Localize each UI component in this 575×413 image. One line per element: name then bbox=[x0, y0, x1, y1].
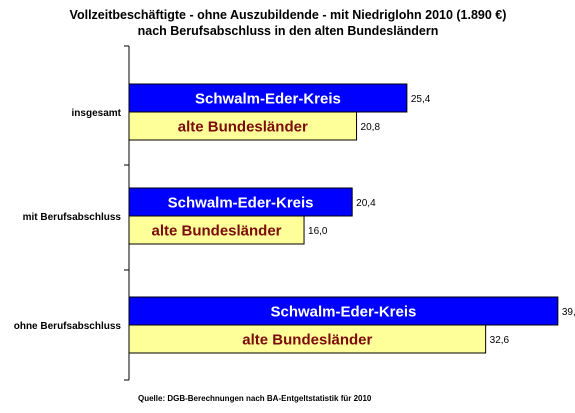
bar-series-label-0-2: Schwalm-Eder-Kreis bbox=[270, 304, 416, 321]
bar-series-label-1-2: alte Bundesländer bbox=[242, 332, 372, 349]
data-label-1-1: 16,0 bbox=[308, 226, 328, 237]
bar-series-label-0-1: Schwalm-Eder-Kreis bbox=[168, 195, 314, 212]
bar-schwalm-eder-kreis-1 bbox=[128, 187, 353, 217]
category-label-1: mit Berufsabschluss bbox=[23, 212, 122, 223]
bar-schwalm-eder-kreis-0 bbox=[128, 83, 408, 113]
data-label-0-2: 39,2 bbox=[562, 307, 575, 318]
data-label-1-0: 20,8 bbox=[361, 122, 381, 133]
chart-title-line-2: nach Berufsabschluss in den alten Bundes… bbox=[138, 24, 439, 38]
bar-schwalm-eder-kreis-2 bbox=[128, 296, 559, 326]
data-label-1-2: 32,6 bbox=[490, 335, 510, 346]
category-label-2: ohne Berufsabschluss bbox=[14, 321, 122, 332]
bar-alte-bundeslaender-2 bbox=[128, 324, 487, 354]
plot-area: insgesamt Schwalm-Eder-Kreis 25,4 alte Bund… bbox=[14, 45, 575, 381]
bar-alte-bundeslaender-0 bbox=[128, 111, 358, 141]
source-note: Quelle: DGB-Berechnungen nach BA-Entgelt… bbox=[138, 394, 372, 403]
data-label-0-0: 25,4 bbox=[411, 94, 431, 105]
bar-series-label-0-0: Schwalm-Eder-Kreis bbox=[195, 91, 341, 108]
bar-series-label-1-1: alte Bundesländer bbox=[151, 223, 281, 240]
data-label-0-1: 20,4 bbox=[356, 198, 376, 209]
bar-alte-bundeslaender-1 bbox=[128, 215, 305, 245]
bar-series-label-1-0: alte Bundesländer bbox=[178, 119, 308, 136]
category-label-0: insgesamt bbox=[72, 108, 122, 119]
chart-title-line-1: Vollzeitbeschäftigte - ohne Auszubildend… bbox=[70, 8, 507, 22]
